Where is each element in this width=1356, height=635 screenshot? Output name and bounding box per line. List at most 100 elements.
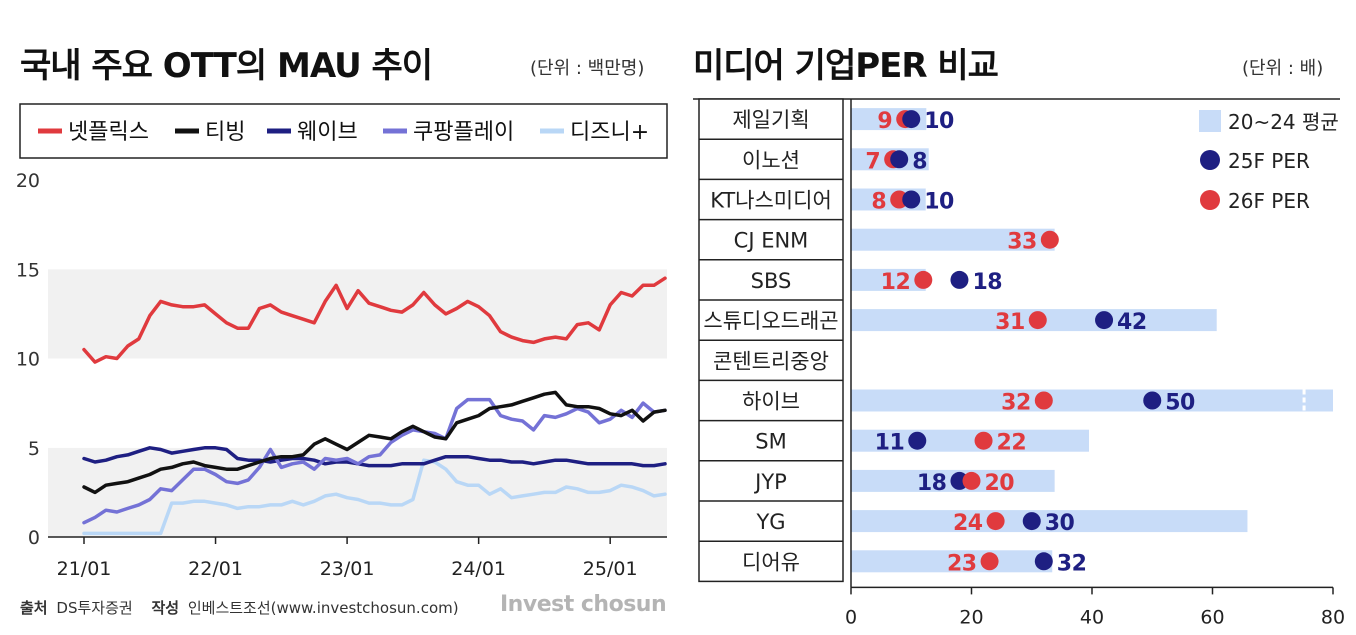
value-label-per26: 20 — [985, 471, 1015, 496]
right-chart-unit: (단위 : 배) — [1242, 58, 1324, 79]
per-x-tick-label: 40 — [1080, 606, 1104, 628]
per-x-tick-label: 80 — [1321, 606, 1345, 628]
per-x-tick-label: 20 — [959, 606, 983, 628]
x-tick-label: 22/01 — [188, 558, 243, 580]
value-label-per25: 18 — [917, 471, 947, 496]
per-x-tick-label: 0 — [845, 606, 857, 628]
avg-bar — [851, 389, 1333, 412]
avg-bar — [851, 268, 926, 291]
y-tick-label: 20 — [16, 170, 40, 192]
value-label-per26: 24 — [953, 511, 983, 536]
marker-per25 — [902, 110, 921, 129]
line-legend: 넷플릭스 티빙 웨이브 쿠팡플레이 디즈니+ — [38, 120, 649, 145]
per-chart: 제일기획 9 10 이노션 7 8 KT나스미디어 8 10 CJ ENM 33 SBS 12 18 스튜디… — [693, 98, 1345, 628]
marker-per25 — [908, 431, 927, 450]
right-chart-title: 미디어 기업PER 비교 — [693, 46, 999, 86]
avg-bar — [851, 550, 1053, 573]
marker-per26 — [914, 270, 933, 289]
per-legend: 20~24 평균 25F PER 26F PER — [1199, 110, 1339, 213]
marker-per26 — [980, 552, 999, 571]
category-label: SBS — [751, 269, 792, 293]
marker-per25 — [1095, 311, 1114, 330]
legend-label-coupang: 쿠팡플레이 — [413, 120, 514, 145]
plot-band — [48, 269, 667, 359]
value-label-per25: 30 — [1045, 511, 1075, 536]
legend-label-disney: 디즈니+ — [570, 120, 649, 145]
marker-per25 — [902, 190, 921, 209]
avg-bar — [851, 510, 1248, 533]
legend-label-avg: 20~24 평균 — [1228, 110, 1339, 134]
value-label-per25: 11 — [875, 431, 905, 456]
value-label-per25: 10 — [924, 109, 954, 134]
line-chart: 넷플릭스 티빙 웨이브 쿠팡플레이 디즈니+ 0 5 10 15 20 21/01 22/01 23/… — [16, 103, 668, 580]
category-label: SM — [755, 430, 786, 454]
per-x-tick-label: 60 — [1200, 606, 1224, 628]
line-plot-area: 0 5 10 15 20 21/01 22/01 23/01 24/01 25/01 — [16, 170, 667, 580]
legend-label-tving: 티빙 — [205, 120, 245, 145]
value-label-per26: 12 — [881, 270, 911, 295]
series-line-disney — [82, 458, 667, 536]
y-tick-label: 0 — [28, 527, 40, 549]
x-tick-label: 21/01 — [57, 558, 112, 580]
marker-per25 — [1034, 552, 1053, 571]
per-plot-area: 제일기획 9 10 이노션 7 8 KT나스미디어 8 10 CJ ENM 33 SBS 12 18 스튜디… — [693, 98, 1345, 628]
category-label: 스튜디오드래곤 — [703, 309, 838, 333]
series-line-coupang — [82, 397, 667, 525]
x-tick-label: 23/01 — [320, 558, 375, 580]
legend-label-per25: 25F PER — [1228, 149, 1310, 173]
marker-per26 — [1040, 230, 1059, 249]
category-label: JYP — [753, 470, 787, 494]
category-label: YG — [755, 510, 785, 534]
category-label: 이노션 — [742, 148, 800, 172]
marker-per25 — [1022, 512, 1041, 531]
value-label-per25: 50 — [1165, 391, 1195, 416]
legend-swatch-per26 — [1200, 190, 1220, 210]
category-label: 제일기획 — [732, 108, 809, 132]
category-label: KT나스미디어 — [710, 189, 832, 213]
y-tick-label: 5 — [28, 438, 40, 460]
legend-label-per26: 26F PER — [1228, 189, 1310, 213]
legend-label-wavve: 웨이브 — [297, 120, 358, 145]
value-label-per25: 42 — [1117, 310, 1147, 335]
value-label-per26: 22 — [997, 431, 1027, 456]
value-label-per26: 7 — [865, 149, 880, 174]
plot-band — [48, 358, 667, 448]
marker-per25 — [950, 270, 969, 289]
value-label-per26: 33 — [1007, 230, 1037, 255]
value-label-per26: 31 — [995, 310, 1025, 335]
series-line-netflix — [82, 276, 667, 364]
legend-swatch-avg — [1199, 110, 1221, 132]
value-label-per26: 32 — [1001, 391, 1031, 416]
value-label-per25: 10 — [924, 190, 954, 215]
category-label: 하이브 — [742, 390, 800, 414]
left-chart-title: 국내 주요 OTT의 MAU 추이 — [20, 46, 433, 86]
marker-per25 — [1143, 391, 1162, 410]
legend-label-netflix: 넷플릭스 — [68, 120, 149, 145]
marker-per26 — [1028, 311, 1047, 330]
category-label: 디어유 — [742, 550, 800, 574]
plot-band — [48, 180, 667, 270]
marker-per26 — [1034, 391, 1053, 410]
value-label-per25: 18 — [972, 270, 1002, 295]
marker-per26 — [974, 431, 993, 450]
value-label-per25: 32 — [1057, 551, 1087, 576]
footer-source: 출처 DS투자증권 작성 인베스트조선(www.investchosun.com… — [20, 597, 459, 618]
value-label-per26: 23 — [947, 551, 977, 576]
category-label: 콘텐트리중앙 — [713, 349, 829, 373]
value-label-per26: 9 — [877, 109, 892, 134]
series-line-tving — [82, 390, 667, 495]
source-label: 출처 — [20, 599, 48, 617]
author-value: 인베스트조선(www.investchosun.com) — [187, 599, 459, 617]
series-line-wavve — [82, 446, 667, 468]
legend-swatch-per25 — [1200, 150, 1220, 170]
marker-per26 — [962, 471, 981, 490]
category-label: CJ ENM — [734, 229, 809, 253]
source-value: DS투자증권 — [56, 599, 133, 617]
brand-logo: Invest chosun — [500, 592, 667, 617]
marker-per25 — [890, 150, 909, 169]
y-tick-label: 15 — [16, 259, 40, 281]
x-tick-label: 24/01 — [451, 558, 506, 580]
author-label: 작성 — [151, 599, 180, 617]
y-tick-label: 10 — [16, 349, 40, 371]
